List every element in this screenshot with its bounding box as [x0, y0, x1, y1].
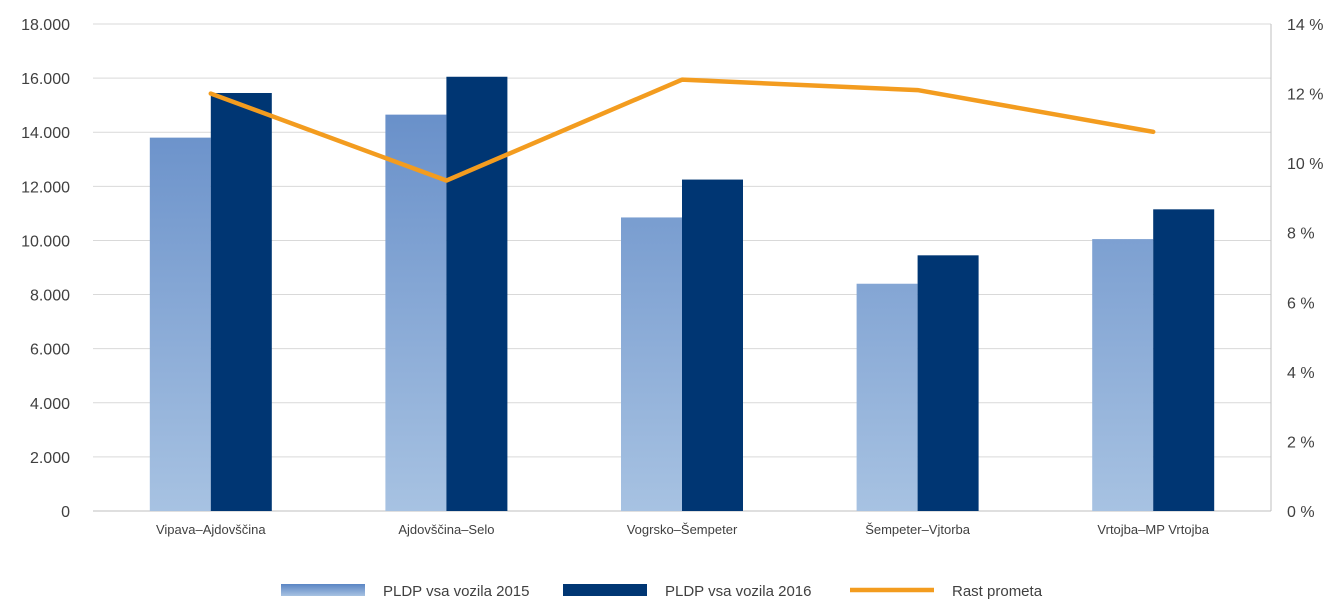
category-label: Šempeter–Vjtorba: [865, 522, 971, 537]
legend-swatch-2016: [563, 584, 647, 596]
y-left-tick-label: 10.000: [21, 233, 70, 250]
bar-2016: [446, 76, 508, 511]
y-left-tick-label: 14.000: [21, 125, 70, 142]
y-left-tick-label: 6.000: [30, 342, 70, 359]
bar-2016: [1153, 209, 1215, 511]
y-left-tick-label: 18.000: [21, 17, 70, 34]
legend-swatch-2015: [281, 584, 365, 596]
bar-2016: [682, 179, 743, 511]
category-label: Vipava–Ajdovščina: [156, 522, 266, 537]
y-right-tick-label: 2 %: [1287, 434, 1315, 451]
category-label: Ajdovščina–Selo: [398, 522, 494, 537]
category-label: Vrtojba–MP Vrtojba: [1097, 522, 1209, 537]
y-right-tick-label: 6 %: [1287, 295, 1315, 312]
bar-2015: [856, 283, 918, 511]
bar-2016: [917, 255, 979, 511]
y-left-tick-label: 8.000: [30, 288, 70, 305]
y-right-tick-label: 8 %: [1287, 226, 1315, 243]
bar-2016: [210, 92, 272, 511]
y-right-tick-label: 0 %: [1287, 504, 1315, 521]
y-right-tick-label: 14 %: [1287, 17, 1323, 34]
bar-2015: [149, 137, 211, 511]
growth-line: [208, 77, 1156, 183]
legend-label: PLDP vsa vozila 2016: [665, 583, 811, 600]
y-left-tick-label: 16.000: [21, 71, 70, 88]
y-left-tick-label: 2.000: [30, 450, 70, 467]
legend-label: Rast prometa: [952, 583, 1043, 600]
y-left-tick-label: 0: [61, 504, 70, 521]
category-label: Vogrsko–Šempeter: [627, 522, 738, 537]
y-left-tick-label: 12.000: [21, 179, 70, 196]
bar-2015: [621, 217, 682, 512]
legend-label: PLDP vsa vozila 2015: [383, 583, 529, 600]
bar-2015: [1092, 239, 1154, 511]
y-right-tick-label: 4 %: [1287, 365, 1315, 382]
bar-2015: [385, 114, 447, 511]
y-left-tick-label: 4.000: [30, 396, 70, 413]
y-right-tick-label: 12 %: [1287, 87, 1323, 104]
y-right-tick-label: 10 %: [1287, 156, 1323, 173]
